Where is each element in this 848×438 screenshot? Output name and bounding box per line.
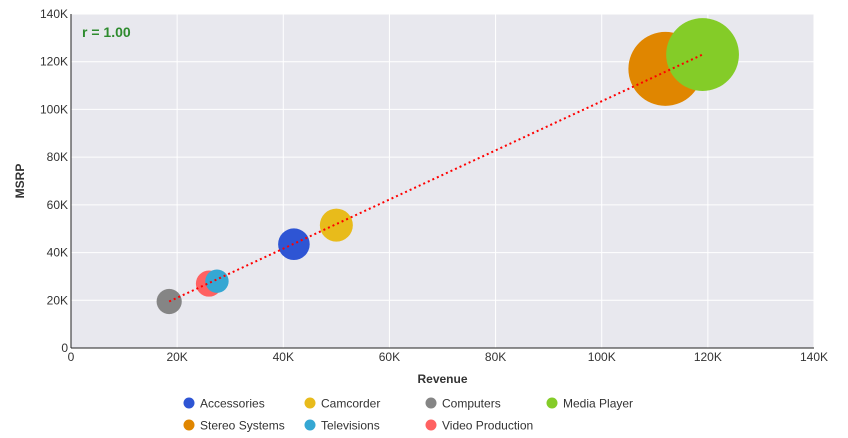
bubble-accessories[interactable] xyxy=(278,228,310,261)
y-tick-label: 20K xyxy=(47,293,68,307)
y-tick-label: 40K xyxy=(47,246,68,260)
axes xyxy=(70,14,814,349)
x-tick-label: 40K xyxy=(273,350,294,364)
y-tick-label: 60K xyxy=(47,198,68,212)
legend-marker xyxy=(183,419,195,431)
x-tick-label: 140K xyxy=(800,350,828,364)
legend-label: Camcorder xyxy=(321,397,380,411)
bubble-televisions[interactable] xyxy=(205,269,229,293)
x-tick-label: 120K xyxy=(694,350,722,364)
legend-label: Video Production xyxy=(442,419,533,433)
legend-item-camcorder[interactable]: Camcorder xyxy=(304,397,381,411)
y-tick-label: 140K xyxy=(40,7,68,21)
legend-marker xyxy=(304,419,316,431)
legend-label: Accessories xyxy=(200,397,265,411)
legend-label: Televisions xyxy=(321,419,380,433)
legend-marker xyxy=(183,397,195,409)
legend-item-televisions[interactable]: Televisions xyxy=(304,419,380,433)
legend-marker xyxy=(425,397,437,409)
legend: Accessories Camcorder Computers Media Playe… xyxy=(183,397,634,433)
legend-marker xyxy=(425,419,437,431)
x-tick-label: 100K xyxy=(588,350,616,364)
x-tick-label: 20K xyxy=(166,350,187,364)
bubble-media-player[interactable] xyxy=(666,18,739,91)
y-axis-ticks: 0 20K 40K 60K 80K 100K 120K 140K xyxy=(40,7,68,355)
legend-item-stereo-systems[interactable]: Stereo Systems xyxy=(183,419,285,433)
legend-label: Media Player xyxy=(563,397,633,411)
grid-lines xyxy=(70,13,815,349)
x-axis-title: Revenue xyxy=(417,372,467,386)
bubbles xyxy=(156,18,739,315)
legend-item-media-player[interactable]: Media Player xyxy=(546,397,634,411)
y-axis-title: MSRP xyxy=(13,164,27,199)
y-tick-label: 120K xyxy=(40,55,68,69)
legend-marker xyxy=(546,397,558,409)
legend-item-video-production[interactable]: Video Production xyxy=(425,419,534,433)
y-tick-label: 80K xyxy=(47,150,68,164)
y-tick-label: 0 xyxy=(61,341,68,355)
x-tick-label: 80K xyxy=(485,350,506,364)
y-tick-label: 100K xyxy=(40,102,68,116)
legend-label: Stereo Systems xyxy=(200,419,285,433)
correlation-annotation: r = 1.00 xyxy=(82,24,131,40)
x-tick-label: 0 xyxy=(68,350,75,364)
legend-marker xyxy=(304,397,316,409)
bubble-computers[interactable] xyxy=(156,288,182,315)
legend-item-accessories[interactable]: Accessories xyxy=(183,397,265,411)
legend-item-computers[interactable]: Computers xyxy=(425,397,501,411)
x-tick-label: 60K xyxy=(379,350,400,364)
bubble-camcorder[interactable] xyxy=(319,208,353,242)
legend-label: Computers xyxy=(442,397,501,411)
x-axis-ticks: 0 20K 40K 60K 80K 100K 120K 140K xyxy=(68,350,828,364)
